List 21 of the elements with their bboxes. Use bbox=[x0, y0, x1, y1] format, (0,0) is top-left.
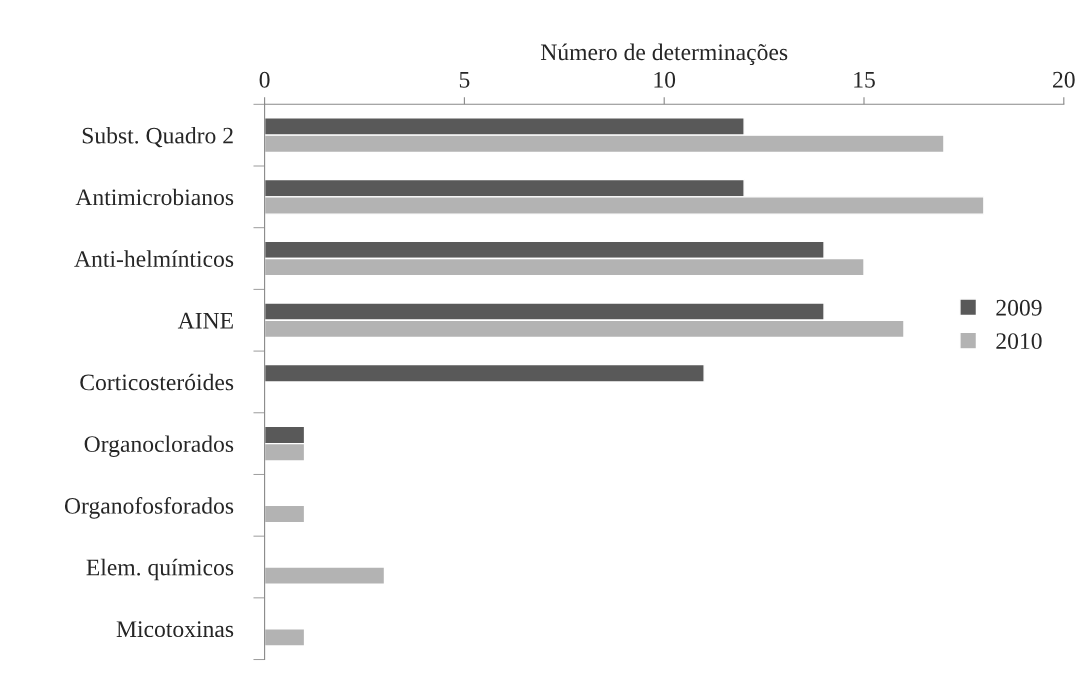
bar bbox=[264, 363, 705, 383]
y-tick-label: Elem. químicos bbox=[86, 558, 234, 581]
y-tick-label: Organoclorados bbox=[84, 435, 234, 457]
y-tick-label: Micotoxinas bbox=[116, 621, 234, 638]
y-tick-label: Corticosteróides bbox=[80, 373, 234, 391]
y-tick-label: Subst. Quadro 2 bbox=[82, 126, 233, 148]
bar bbox=[264, 566, 386, 585]
x-tick-label: 15 bbox=[854, 71, 875, 88]
x-axis-title: Número de determinações bbox=[540, 43, 788, 66]
x-tick-label: 0 bbox=[259, 71, 270, 88]
y-tick-label: Anti-helmínticos bbox=[74, 250, 234, 267]
bar bbox=[264, 627, 306, 647]
x-tick-label: 5 bbox=[459, 72, 470, 88]
bar bbox=[264, 504, 306, 524]
x-tick-label: 20 bbox=[1053, 71, 1075, 88]
legend-label: 2010 bbox=[996, 333, 1042, 350]
x-tick-label: 10 bbox=[654, 71, 676, 88]
legend-label: 2009 bbox=[996, 299, 1042, 316]
y-tick-label: Antimicrobianos bbox=[75, 188, 234, 206]
y-tick-label: AINE bbox=[177, 312, 233, 329]
y-tick-label: Organofosforados bbox=[64, 497, 234, 519]
